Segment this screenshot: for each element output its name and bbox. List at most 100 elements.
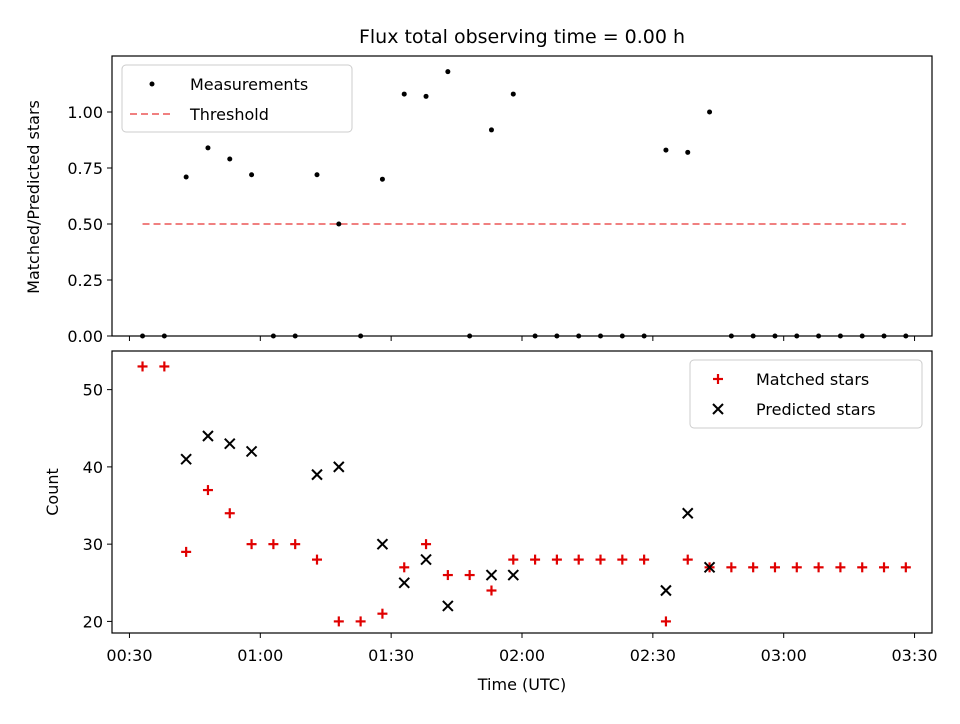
matched-star-point — [682, 554, 693, 565]
top-y-tick-label: 0.00 — [67, 327, 103, 346]
top-legend-box — [121, 64, 353, 133]
bottom-x-tick-label: 00:30 — [106, 646, 152, 665]
legend-predicted-marker — [712, 403, 724, 415]
bottom-panel: 00:30 01:00 01:30 02:00 02:30 03:00 03:30 20 30 4… — [43, 350, 938, 694]
bottom-x-axis-label: Time (UTC) — [477, 675, 566, 694]
measurement-point — [707, 109, 713, 115]
top-plot-frame — [111, 55, 933, 337]
measurement-point — [205, 145, 211, 151]
matched-star-point — [573, 554, 584, 565]
bottom-y-tick-label: 30 — [83, 535, 103, 554]
matched-star-point — [595, 554, 606, 565]
predicted-star-point — [202, 430, 214, 442]
legend-matched-label: Matched stars — [756, 370, 869, 389]
predicted-star-point — [442, 600, 454, 612]
bottom-x-tick-label: 02:30 — [630, 646, 676, 665]
legend-measurements-label: Measurements — [190, 75, 308, 94]
bottom-axes: 00:30 01:00 01:30 02:00 02:30 03:00 03:30 20 30 4… — [83, 381, 938, 665]
predicted-star-point — [703, 561, 716, 574]
predicted-star-point — [398, 577, 410, 589]
measurement-point — [685, 149, 691, 155]
predicted-star-point — [420, 553, 432, 566]
matched-star-point — [551, 554, 562, 565]
matched-star-point — [181, 546, 192, 557]
predicted-star-point — [376, 538, 389, 550]
bottom-x-tick-label: 02:00 — [499, 646, 545, 665]
matched-star-point — [224, 508, 235, 519]
bottom-y-axis-label: Count — [43, 468, 62, 516]
matched-star-point — [879, 562, 890, 573]
measurement-point — [510, 91, 516, 97]
measurement-point — [249, 172, 255, 178]
predicted-star-point — [485, 569, 498, 581]
matched-star-point — [399, 562, 410, 573]
measurement-point — [379, 176, 385, 182]
bottom-x-tick-label: 03:30 — [891, 646, 937, 665]
matched-star-point — [333, 616, 344, 627]
bottom-x-tick-label: 01:30 — [368, 646, 414, 665]
predicted-star-point — [180, 453, 192, 465]
matched-star-point — [464, 570, 475, 581]
top-y-tick-label: 1.00 — [67, 103, 103, 122]
matched-star-point — [748, 562, 759, 573]
top-panel: 0.00 0.25 0.50 0.75 1.00 Matched/Predicted s… — [24, 55, 933, 346]
measurement-point — [183, 174, 189, 180]
legend-threshold-label: Threshold — [189, 105, 269, 124]
measurement-point — [423, 93, 429, 99]
matched-star-point — [137, 361, 148, 372]
matched-star-point — [726, 562, 737, 573]
top-y-tick-label: 0.50 — [67, 215, 103, 234]
bottom-y-tick-label: 40 — [83, 458, 103, 477]
matched-star-point — [159, 361, 170, 372]
matched-star-point — [290, 539, 301, 550]
measurement-point — [227, 156, 233, 162]
bottom-x-tick-label: 01:00 — [237, 646, 283, 665]
legend-measurements-marker — [149, 81, 155, 87]
predicted-star-point — [682, 507, 694, 519]
bottom-x-tick-label: 03:00 — [761, 646, 807, 665]
matched-star-point — [639, 554, 650, 565]
matched-star-point — [900, 562, 911, 573]
matched-star-point — [246, 539, 257, 550]
legend-predicted-label: Predicted stars — [756, 400, 876, 419]
top-y-axis-label: Matched/Predicted stars — [24, 100, 43, 294]
measurement-point — [401, 91, 407, 97]
matched-star-point — [791, 562, 802, 573]
matched-star-point — [312, 554, 322, 565]
matched-star-point — [530, 554, 541, 565]
matched-star-point — [421, 539, 432, 550]
matched-star-point — [508, 554, 519, 565]
predicted-star-point — [245, 445, 258, 458]
legend-matched-marker — [713, 374, 723, 384]
top-legend: Measurements Threshold — [121, 64, 353, 133]
measurement-point — [314, 172, 320, 178]
matched-star-point — [442, 570, 453, 581]
matched-star-point — [202, 485, 213, 496]
measurement-point — [336, 221, 342, 227]
matched-star-point — [617, 554, 628, 565]
measurement-point — [488, 127, 494, 133]
matched-star-point — [835, 562, 846, 573]
top-y-tick-label: 0.25 — [67, 271, 103, 290]
measurement-point — [445, 69, 451, 75]
top-axes: 0.00 0.25 0.50 0.75 1.00 — [67, 103, 916, 346]
matched-star-point — [660, 616, 671, 627]
top-y-tick-label: 0.75 — [67, 159, 103, 178]
matched-star-point — [857, 562, 868, 573]
bottom-legend-box — [689, 359, 923, 429]
predicted-star-point — [660, 584, 672, 597]
bottom-marks — [137, 361, 911, 627]
matched-star-point — [355, 616, 366, 627]
matched-star-point — [268, 539, 279, 550]
predicted-star-point — [224, 438, 236, 450]
top-chart-title: Flux total observing time = 0.00 h — [359, 26, 685, 48]
matched-star-point — [769, 562, 780, 573]
matched-star-point — [813, 562, 824, 573]
bottom-legend: Matched stars Predicted stars — [689, 359, 923, 429]
predicted-star-point — [507, 569, 519, 581]
matched-star-point — [486, 585, 497, 596]
predicted-star-point — [333, 461, 345, 473]
bottom-y-tick-label: 50 — [83, 381, 103, 400]
bottom-y-tick-label: 20 — [83, 612, 103, 631]
